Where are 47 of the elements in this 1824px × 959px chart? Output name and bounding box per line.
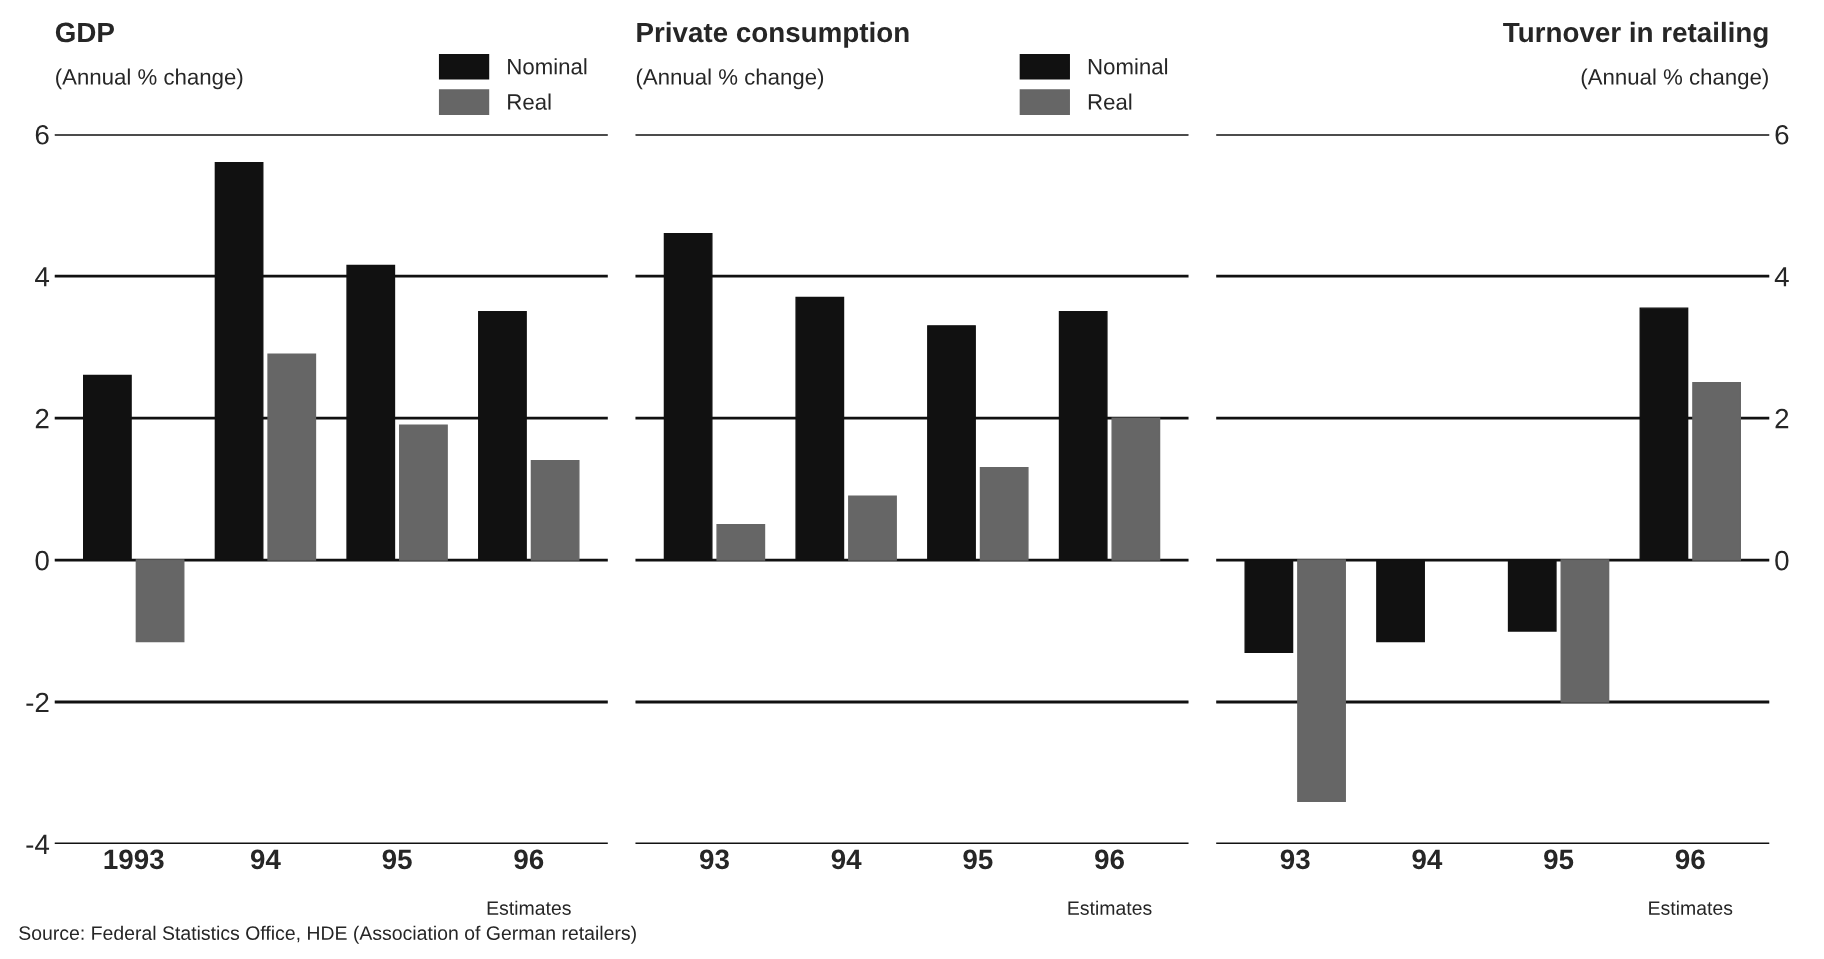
x-tick-label: 95 bbox=[382, 849, 412, 870]
legend-label: Real bbox=[1088, 93, 1132, 110]
y2-tick-label: 6 bbox=[1775, 124, 1789, 145]
chart-title: GDP bbox=[55, 22, 114, 43]
x-tick-label: 94 bbox=[1412, 849, 1443, 870]
x-tick-label: 94 bbox=[831, 849, 862, 870]
y2-tick-label: 2 bbox=[1775, 408, 1789, 429]
x-tick-label: 96 bbox=[514, 849, 544, 870]
bar bbox=[530, 460, 580, 561]
y2-tick-label: 4 bbox=[1774, 267, 1789, 287]
x-tick-label: 95 bbox=[1544, 849, 1574, 870]
y-tick-label: 4 bbox=[35, 267, 50, 287]
text: Estimates bbox=[487, 900, 571, 915]
x-tick-label: 93 bbox=[1280, 849, 1310, 870]
bar bbox=[1297, 559, 1346, 803]
legend-label: Nominal bbox=[1088, 58, 1168, 75]
x-tick-label: 96 bbox=[1095, 849, 1124, 870]
y-tick-label: -4 bbox=[26, 834, 50, 854]
bar bbox=[848, 495, 897, 561]
chart-title: Private consumption bbox=[637, 21, 909, 48]
bar bbox=[1560, 559, 1610, 703]
y2-tick-label: 0 bbox=[1775, 550, 1789, 571]
bar bbox=[979, 467, 1029, 561]
legend-label: Nominal bbox=[508, 58, 587, 75]
source-note: Source: Federal Statistics Office, HDE (Association of German retailers) bbox=[19, 925, 636, 944]
x-tick-label: 93 bbox=[699, 849, 729, 870]
bar bbox=[399, 424, 448, 561]
bar bbox=[716, 523, 766, 561]
chart-title: Turnover in retailing bbox=[1503, 21, 1768, 48]
y-tick-label: -2 bbox=[26, 692, 49, 713]
x-tick-label: 96 bbox=[1675, 849, 1705, 870]
x-tick-label: 1993 bbox=[104, 849, 164, 870]
bar bbox=[267, 353, 317, 561]
x-tick-label: 95 bbox=[963, 849, 993, 870]
chart-subtitle: (Annual % change) bbox=[1581, 68, 1768, 90]
bar bbox=[1111, 417, 1161, 561]
bar bbox=[1692, 381, 1742, 561]
y-tick-label: 2 bbox=[35, 408, 49, 429]
text: Estimates bbox=[1068, 900, 1152, 915]
y-tick-label: 0 bbox=[35, 550, 49, 571]
y-tick-label: 6 bbox=[35, 124, 49, 145]
x-tick-label: 94 bbox=[250, 849, 281, 870]
legend-label: Real bbox=[508, 93, 551, 110]
chart-subtitle: (Annual % change) bbox=[636, 68, 824, 90]
bar bbox=[135, 559, 185, 643]
chart-subtitle: (Annual % change) bbox=[56, 68, 243, 90]
text: Estimates bbox=[1649, 900, 1733, 915]
